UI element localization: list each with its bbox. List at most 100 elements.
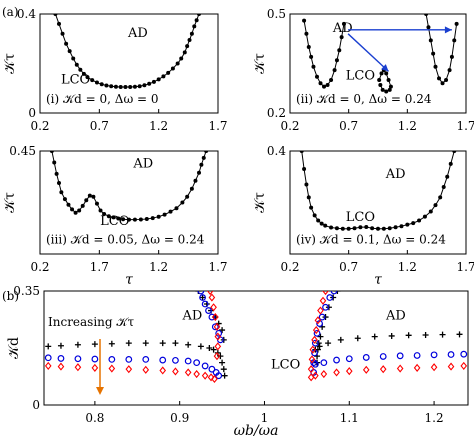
data-point [329,225,334,230]
x-tick-label: 0.2 [280,260,299,274]
chart-panel-2: 0.2 0.7 1.2 1.7 0.2 0.5 𝒦τ AD LCO (ii) 𝒦d = 0, Δω… [252,7,474,133]
data-point [94,80,99,85]
data-point [447,351,455,358]
data-point [370,226,375,231]
data-point [60,31,65,36]
data-point [325,82,330,87]
data-point [91,341,98,348]
y-tick-label: 0.5 [267,7,286,21]
data-point [393,225,398,230]
data-point [81,71,86,76]
panel-annotation: (ii) 𝒦d = 0, Δω = 0.24 [296,92,432,106]
series-2 [377,68,393,94]
data-point [77,208,82,213]
data-point [201,371,209,380]
x-axis-label: ωb/ωa [234,423,279,439]
data-point [437,76,442,81]
markers [44,291,468,384]
data-point [440,81,445,86]
region-label: AD [132,156,153,171]
x-tick-label: 1 [261,411,269,425]
data-point [70,207,75,212]
data-point [206,291,214,296]
y-axis-label: 𝒦τ [2,53,18,74]
data-point [180,200,185,205]
data-point [371,333,378,340]
data-point [337,336,344,343]
data-point [309,345,317,354]
data-point [447,68,452,73]
plot-frame [289,13,467,114]
data-point [90,78,95,83]
data-point [387,87,392,92]
region-label: LCO [61,72,90,87]
data-point [59,190,64,195]
data-point [396,364,404,373]
data-point [52,160,57,165]
data-point [424,14,429,16]
data-point [208,313,216,321]
data-point [201,155,206,160]
series-6 [307,291,468,382]
data-point [74,355,82,363]
data-point [74,363,82,372]
data-point [377,78,382,82]
data-point [161,74,166,79]
x-axis-label: τ [374,272,382,288]
data-point [175,61,180,66]
x-tick-label: 0.8 [85,411,104,425]
data-point [217,353,224,360]
data-point [323,223,328,228]
data-point [312,213,317,218]
y-tick-label: 0 [28,106,36,120]
data-point [317,306,324,315]
data-point [104,83,109,88]
data-point [142,83,147,88]
data-point [84,198,89,203]
data-point [460,350,468,358]
data-point [337,48,342,53]
data-point [108,340,115,347]
data-point [302,167,307,172]
data-point [304,182,309,187]
data-point [413,352,421,359]
data-point [206,345,213,351]
data-point [184,357,192,365]
data-point [312,371,319,380]
data-point [185,341,192,348]
x-tick-label: 1.2 [398,119,417,133]
x-tick-label: 1.7 [456,260,474,274]
data-point [316,343,323,350]
data-point [299,151,304,153]
y-axis-label: 𝒦τ [252,53,268,74]
data-point [340,226,345,231]
region-label: LCO [100,214,129,229]
data-point [184,368,192,377]
data-point [62,197,67,202]
data-point [379,365,387,374]
data-point [138,217,143,222]
data-point [156,214,161,219]
data-point [333,356,340,364]
data-point [56,181,61,186]
plot-frame [39,150,219,255]
pointer-arrow-2 [347,33,390,72]
data-point [438,195,443,200]
data-point [142,365,150,374]
x-tick-label: 0.2 [30,260,49,274]
data-point [364,224,369,229]
data-point [220,366,227,373]
data-point [159,366,167,375]
x-tick-label: 1.1 [340,411,359,425]
markers [299,151,457,231]
region-label: LCO [346,210,375,225]
series-1 [49,151,209,222]
data-point [156,77,161,82]
data-point [205,307,212,314]
data-point [454,21,459,26]
data-point [319,296,327,305]
data-point [326,294,334,301]
x-tick-label: 0.2 [280,119,299,133]
data-point [99,82,104,87]
x-axis-label: τ [125,272,133,288]
